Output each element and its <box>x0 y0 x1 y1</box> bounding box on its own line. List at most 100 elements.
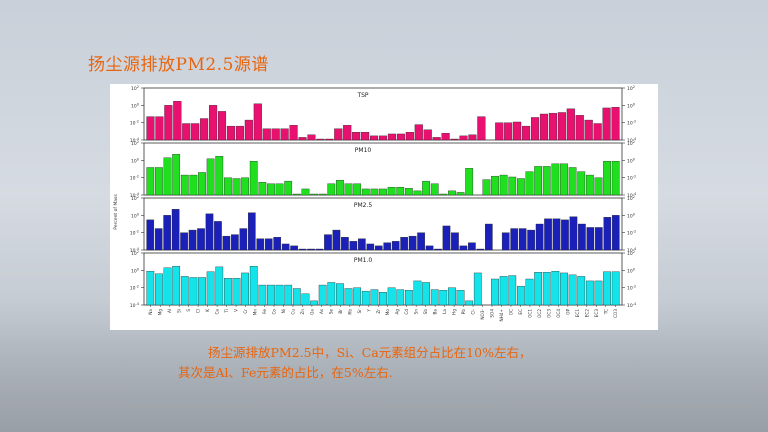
bar-pm10 <box>146 270 155 306</box>
bar-tsp <box>182 123 191 141</box>
x-tick-label: OP <box>565 309 570 315</box>
x-tick-label: Cl <box>196 309 201 313</box>
bar-pm10 <box>404 290 413 306</box>
bar-tsp <box>423 129 432 141</box>
bar-tsp <box>191 123 200 141</box>
bar-pm25 <box>459 245 468 251</box>
bar-pm10 <box>275 183 284 196</box>
bar-pm10 <box>534 166 543 196</box>
bar-pm10 <box>223 278 232 306</box>
y-tick-label-right: 102 <box>627 85 635 92</box>
bar-pm10 <box>404 188 413 196</box>
bar-pm10 <box>379 188 387 196</box>
x-tick-label: Ti <box>224 309 229 314</box>
bar-pm25 <box>434 248 442 251</box>
bar-pm10 <box>379 292 387 306</box>
bar-pm10 <box>491 175 499 196</box>
bar-pm25 <box>349 241 358 251</box>
bar-pm25 <box>180 232 188 251</box>
bar-pm25 <box>247 212 256 251</box>
bar-tsp <box>334 128 343 141</box>
bar-tsp <box>405 131 414 141</box>
x-tick-label: K <box>205 309 210 312</box>
bar-tsp <box>164 105 173 141</box>
bar-tsp <box>387 133 396 141</box>
bar-tsp <box>298 137 307 141</box>
bar-tsp <box>262 128 271 141</box>
x-tick-label: Mo <box>385 309 390 316</box>
bar-pm25 <box>417 232 425 251</box>
bar-pm25 <box>383 242 392 251</box>
bar-tsp <box>325 138 334 141</box>
bar-pm25 <box>595 227 603 251</box>
bar-pm25 <box>603 217 612 251</box>
x-tick-label: Co <box>271 309 276 315</box>
bar-pm10 <box>542 272 551 306</box>
bar-pm10 <box>189 277 198 306</box>
x-tick-label: Y <box>366 309 371 313</box>
x-tick-label: EC <box>518 309 523 315</box>
bar-pm10 <box>396 186 405 196</box>
x-tick-label: Ca <box>215 309 220 315</box>
bar-pm10 <box>344 183 353 196</box>
bar-pm10 <box>310 300 318 306</box>
bar-pm10 <box>439 193 448 196</box>
bar-pm25 <box>451 232 459 251</box>
bar-pm25 <box>264 238 273 251</box>
bar-pm25 <box>400 237 408 251</box>
bar-pm10 <box>551 163 560 196</box>
bar-tsp <box>557 112 566 141</box>
bar-pm10 <box>603 271 611 306</box>
x-tick-label: NH4+ <box>499 309 504 322</box>
bar-tsp <box>495 122 504 141</box>
bar-pm10 <box>284 180 293 196</box>
x-tick-label: Cr <box>243 309 248 314</box>
bar-pm25 <box>468 242 476 251</box>
bar-pm10 <box>430 183 439 196</box>
bar-tsp <box>146 116 155 141</box>
bar-pm10 <box>525 171 534 196</box>
bar-pm10 <box>551 270 560 306</box>
bar-pm10 <box>146 167 155 196</box>
bar-pm10 <box>439 290 448 306</box>
bar-tsp <box>226 125 236 141</box>
bar-tsp <box>235 125 244 141</box>
y-tick-label-right: 10-2 <box>627 120 636 127</box>
y-tick-label-right: 10-4 <box>627 247 637 254</box>
x-tick-label: OC3 <box>546 309 551 318</box>
bar-pm10 <box>413 190 422 196</box>
bar-pm10 <box>525 278 534 306</box>
bar-pm25 <box>290 245 298 251</box>
panel-label: TSP <box>356 92 368 99</box>
bar-pm25 <box>408 235 417 251</box>
bar-pm25 <box>442 225 451 251</box>
x-tick-label: EC2 <box>584 309 589 318</box>
x-tick-label: OC2 <box>537 309 542 318</box>
bar-tsp <box>513 121 522 141</box>
bar-tsp <box>468 134 477 141</box>
bar-tsp <box>370 135 379 141</box>
x-tick-label: SO4 <box>490 309 495 318</box>
bar-pm10 <box>542 166 551 196</box>
caption-line-1: 扬尘源排放PM2.5中，Si、Ca元素组分占比在10%左右， <box>208 345 532 360</box>
bar-pm10 <box>499 174 508 196</box>
y-tick-label-right: 10-2 <box>627 175 636 182</box>
x-tick-label: OC <box>508 309 513 315</box>
bar-tsp <box>244 119 253 141</box>
bar-pm25 <box>535 223 544 251</box>
bar-pm10 <box>361 188 370 196</box>
bar-pm10 <box>387 186 396 196</box>
bar-pm25 <box>366 243 375 251</box>
bar-pm25 <box>510 228 519 251</box>
bar-pm10 <box>206 271 215 306</box>
bar-pm25 <box>231 234 239 251</box>
y-axis-title: Percent of Mass <box>113 194 119 230</box>
caption-line-2: 其次是Al、Fe元素的占比，在5%左右. <box>178 365 393 380</box>
bar-pm10 <box>611 271 620 306</box>
bar-tsp <box>352 131 361 141</box>
bar-pm10 <box>172 266 181 306</box>
x-tick-label: Na <box>148 309 153 315</box>
y-tick-label-right: 10-4 <box>627 192 637 199</box>
bar-pm10 <box>215 156 224 196</box>
bar-pm25 <box>561 219 569 251</box>
